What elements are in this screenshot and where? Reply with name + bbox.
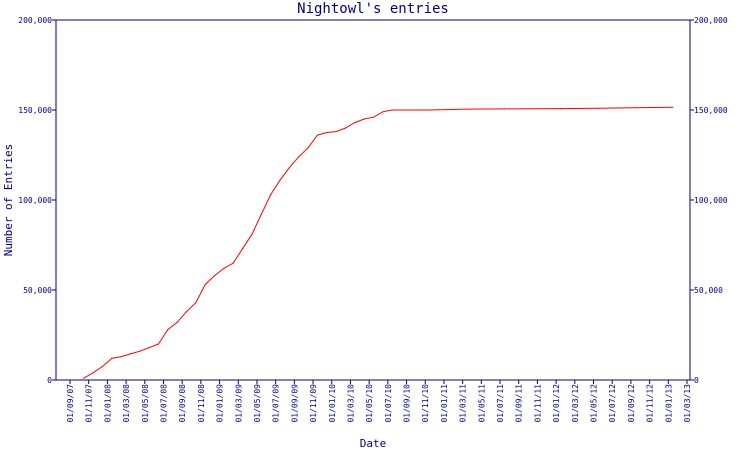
- data-point: [372, 116, 375, 118]
- data-point: [176, 321, 178, 323]
- data-point: [204, 284, 206, 286]
- x-tick-label: 01/05/11: [477, 384, 486, 423]
- data-point: [410, 109, 412, 111]
- x-tick-label: 01/05/08: [141, 384, 150, 423]
- data-point: [120, 356, 122, 358]
- data-point: [466, 108, 468, 110]
- data-point: [148, 347, 150, 349]
- data-point: [101, 365, 103, 368]
- x-tick-label: 01/09/12: [627, 384, 636, 423]
- y-tick-label: 200,000: [18, 16, 52, 25]
- x-tick-label: 01/03/13: [683, 384, 692, 423]
- y-axis-right: 0 50,000 100,000 150,000 200,000: [690, 16, 728, 385]
- x-tick-label: 01/01/13: [664, 384, 673, 423]
- data-point: [419, 109, 421, 111]
- y-tick-label-right: 100,000: [694, 196, 728, 205]
- data-point: [260, 213, 262, 215]
- x-tick-label: 01/07/12: [608, 384, 617, 423]
- data-point: [326, 131, 328, 134]
- data-point: [298, 156, 300, 158]
- data-point: [354, 122, 356, 124]
- data-point: [391, 109, 393, 111]
- x-tick-label: 01/11/07: [85, 384, 94, 423]
- y-tick-label: 150,000: [18, 106, 52, 115]
- data-point: [672, 106, 674, 108]
- plot-frame: [55, 19, 691, 381]
- data-point: [335, 131, 337, 133]
- x-tick-label: 01/09/07: [66, 384, 75, 423]
- data-point: [83, 377, 85, 379]
- x-tick-label: 01/07/11: [496, 384, 505, 423]
- data-point: [288, 167, 290, 169]
- x-tick-label: 01/11/10: [421, 384, 430, 423]
- y-tick-label: 0: [47, 376, 52, 385]
- chart-title: Nightowl's entries: [297, 1, 449, 17]
- x-tick-label: 01/05/09: [253, 384, 262, 423]
- data-point: [270, 194, 272, 196]
- y-tick-label-right: 50,000: [694, 286, 723, 295]
- series-points: [83, 106, 674, 379]
- data-point: [344, 127, 347, 129]
- x-tick-label: 01/01/08: [103, 384, 112, 423]
- data-point: [139, 350, 141, 352]
- y-tick-label-right: 200,000: [694, 16, 728, 25]
- data-point: [559, 108, 562, 110]
- x-tick-label: 01/09/09: [290, 384, 299, 423]
- data-point: [363, 118, 365, 120]
- x-axis-title: Date: [360, 437, 387, 450]
- data-point: [232, 262, 234, 264]
- y-tick-label: 100,000: [18, 196, 52, 205]
- data-point: [195, 302, 197, 304]
- x-tick-label: 01/03/09: [234, 384, 243, 423]
- data-point: [167, 329, 169, 331]
- y-axis-left: 0 50,000 100,000 150,000 200,000: [18, 16, 56, 385]
- x-tick-label: 01/09/08: [178, 384, 187, 423]
- data-point: [185, 311, 188, 313]
- series-line: [83, 106, 673, 379]
- data-point: [279, 179, 281, 181]
- x-tick-label: 01/03/11: [459, 384, 468, 423]
- y-tick-label: 50,000: [23, 286, 52, 295]
- x-tick-label: 01/07/08: [159, 384, 168, 423]
- data-point: [157, 343, 160, 345]
- x-tick-label: 01/07/09: [272, 384, 281, 423]
- x-tick-label: 01/01/12: [552, 384, 561, 423]
- data-point: [242, 248, 244, 250]
- data-point: [129, 353, 132, 355]
- x-tick-label: 01/03/12: [571, 384, 580, 423]
- x-tick-label: 01/05/10: [365, 384, 374, 423]
- x-tick-label: 01/09/10: [403, 384, 412, 423]
- x-tick-label: 01/05/12: [590, 384, 599, 423]
- data-point: [92, 372, 94, 374]
- x-tick-label: 01/01/10: [328, 384, 337, 423]
- data-point: [503, 108, 505, 110]
- x-tick-label: 01/11/11: [533, 384, 542, 423]
- y-axis-title: Number of Entries: [2, 144, 15, 257]
- data-point: [111, 357, 113, 359]
- x-tick-label: 01/11/09: [309, 384, 318, 423]
- x-tick-label: 01/07/10: [384, 384, 393, 423]
- x-tick-label: 01/03/10: [346, 384, 355, 423]
- x-tick-label: 01/11/08: [197, 384, 206, 423]
- data-point: [382, 111, 384, 113]
- data-point: [597, 107, 599, 109]
- data-point: [634, 107, 636, 109]
- x-tick-label: 01/01/11: [440, 384, 449, 423]
- data-point: [214, 275, 216, 277]
- data-point: [307, 147, 309, 149]
- data-point: [251, 233, 253, 235]
- x-tick-label: 01/03/08: [122, 384, 131, 423]
- data-point: [223, 267, 225, 269]
- data-point: [401, 109, 403, 111]
- x-tick-label: 01/01/09: [216, 384, 225, 423]
- data-point: [429, 109, 431, 111]
- x-tick-label: 01/09/11: [515, 384, 524, 423]
- x-tick-label: 01/11/12: [646, 384, 655, 423]
- y-tick-label-right: 0: [694, 376, 699, 385]
- x-axis: 01/09/07 01/11/07 01/01/08 01/03/08 01/05/08…: [66, 380, 692, 423]
- y-tick-label-right: 150,000: [694, 106, 728, 115]
- data-point: [316, 134, 318, 136]
